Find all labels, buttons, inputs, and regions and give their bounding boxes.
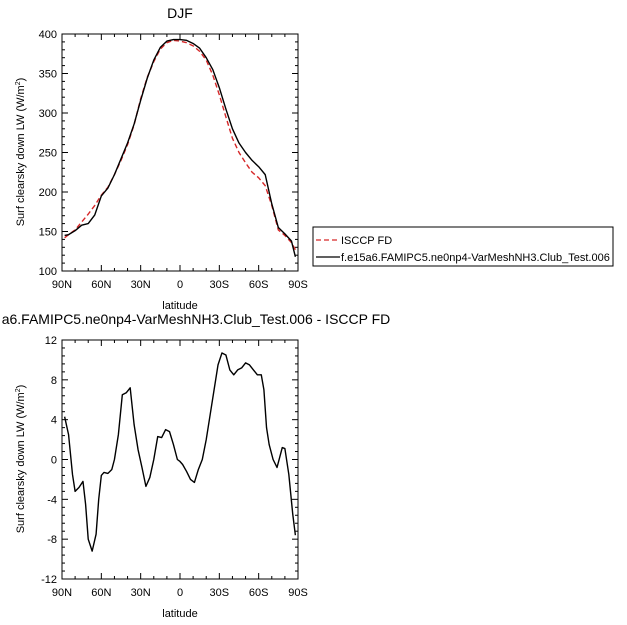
bottom-chart-title: a6.FAMIPC5.ne0np4-VarMeshNH3.Club_Test.0… <box>2 311 391 327</box>
bottom-x-tick-label: 30S <box>210 587 230 599</box>
bottom-y-tick-label: 4 <box>51 415 57 427</box>
bottom-y-tick-label: 8 <box>51 375 57 387</box>
bottom-y-tick-label: -4 <box>47 494 57 506</box>
bottom-x-tick-label: 0 <box>177 587 183 599</box>
bottom-x-tick-label: 60S <box>249 587 269 599</box>
top-x-axis-label: latitude <box>162 300 197 312</box>
top-series-line-1 <box>64 38 297 257</box>
bottom-y-tick-label: -12 <box>41 574 57 586</box>
top-chart: DJF 100 150 200 250 300 350 400 90N 60N 30N 0 30S 60… <box>15 5 308 312</box>
top-x-tick-label: 60N <box>91 279 111 291</box>
bottom-x-tick-label: 90N <box>52 587 72 599</box>
bottom-y-axis-label: Surf clearsky down LW (W/m2) <box>15 385 27 534</box>
legend-label-model: f.e15a6.FAMIPC5.ne0np4-VarMeshNH3.Club_T… <box>341 252 610 264</box>
top-y-tick-label: 300 <box>39 108 57 120</box>
top-y-axis-label: Surf clearsky down LW (W/m2) <box>15 78 27 227</box>
top-y-tick-label: 350 <box>39 69 57 81</box>
bottom-y-tick-label: -8 <box>47 534 57 546</box>
bottom-x-tick-label: 90S <box>288 587 308 599</box>
top-x-tick-label: 30S <box>210 279 230 291</box>
top-plot-frame <box>61 33 299 272</box>
top-x-tick-label: 30N <box>131 279 151 291</box>
bottom-series-line-0 <box>63 352 297 552</box>
top-x-tick-label: 90S <box>288 279 308 291</box>
top-x-tick-label: 0 <box>177 279 183 291</box>
top-series-line-0 <box>64 39 296 251</box>
top-y-tick-label: 200 <box>39 187 57 199</box>
bottom-x-axis-label: latitude <box>162 608 197 620</box>
top-y-tick-label: 150 <box>39 227 57 239</box>
bottom-y-tick-label: 0 <box>51 455 57 467</box>
bottom-y-tick-label: 12 <box>45 335 57 347</box>
bottom-x-tick-label: 30N <box>131 587 151 599</box>
top-chart-title: DJF <box>167 5 193 21</box>
top-y-tick-label: 400 <box>39 29 57 41</box>
top-x-tick-label: 60S <box>249 279 269 291</box>
legend-label-isccp: ISCCP FD <box>341 235 392 247</box>
bottom-x-tick-label: 60N <box>91 587 111 599</box>
legend: ISCCP FD f.e15a6.FAMIPC5.ne0np4-VarMeshN… <box>312 226 614 267</box>
bottom-plot-frame <box>61 339 299 580</box>
top-x-tick-label: 90N <box>52 279 72 291</box>
top-y-tick-label: 250 <box>39 148 57 160</box>
legend-box <box>312 226 614 267</box>
top-y-tick-label: 100 <box>39 266 57 278</box>
bottom-chart: a6.FAMIPC5.ne0np4-VarMeshNH3.Club_Test.0… <box>2 311 391 620</box>
